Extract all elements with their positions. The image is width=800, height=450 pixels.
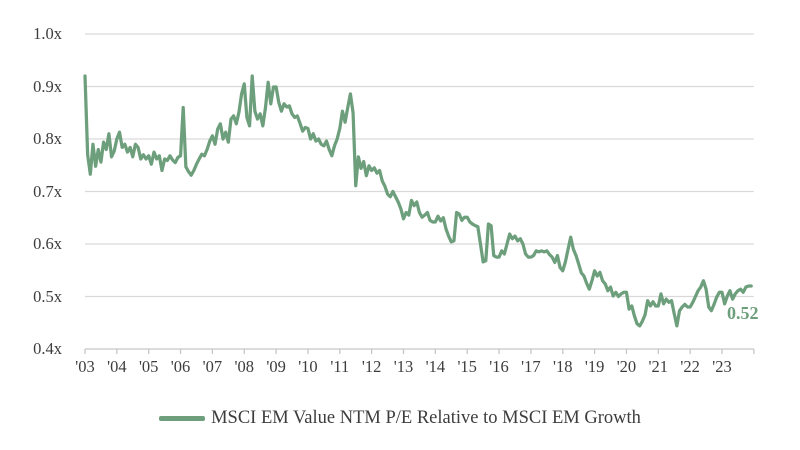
series-line [83,74,753,328]
y-axis-label: 1.0x [33,24,62,43]
legend: MSCI EM Value NTM P/E Relative to MSCI E… [0,408,800,429]
x-axis-label: '15 [457,357,477,376]
x-axis-label: '05 [138,357,159,376]
legend-label: MSCI EM Value NTM P/E Relative to MSCI E… [211,408,641,428]
legend-line-swatch [159,416,206,421]
x-axis-label: '12 [361,357,382,376]
x-axis-label: '03 [75,357,95,376]
x-axis-label: '08 [234,357,254,376]
y-axis-label: 0.9x [33,76,62,96]
x-axis-label: '23 [712,357,732,376]
x-axis-label: '13 [393,357,414,376]
x-axis-label: '11 [330,357,350,376]
x-axis-label: '17 [521,357,541,376]
x-axis-label: '09 [266,357,286,376]
y-axis-label: 0.6x [33,234,62,253]
y-axis-label: 0.4x [33,339,62,358]
x-axis-label: '14 [425,357,446,376]
x-axis-label: '07 [202,357,223,376]
x-axis-label: '19 [584,357,605,376]
y-axis-label: 0.7x [33,181,62,201]
x-axis-label: '16 [489,357,509,376]
y-axis-label: 0.5x [33,286,62,306]
x-axis-label: '21 [648,357,669,376]
x-axis-label: '10 [298,357,318,376]
x-axis-label: '20 [616,357,637,376]
x-axis-label: '04 [107,357,127,376]
y-axis-label: 0.8x [33,129,62,148]
x-axis-label: '18 [553,357,573,376]
x-axis-label: '06 [170,357,191,376]
end-value-label: 0.52 [727,303,759,323]
x-axis-label: '22 [680,357,700,376]
